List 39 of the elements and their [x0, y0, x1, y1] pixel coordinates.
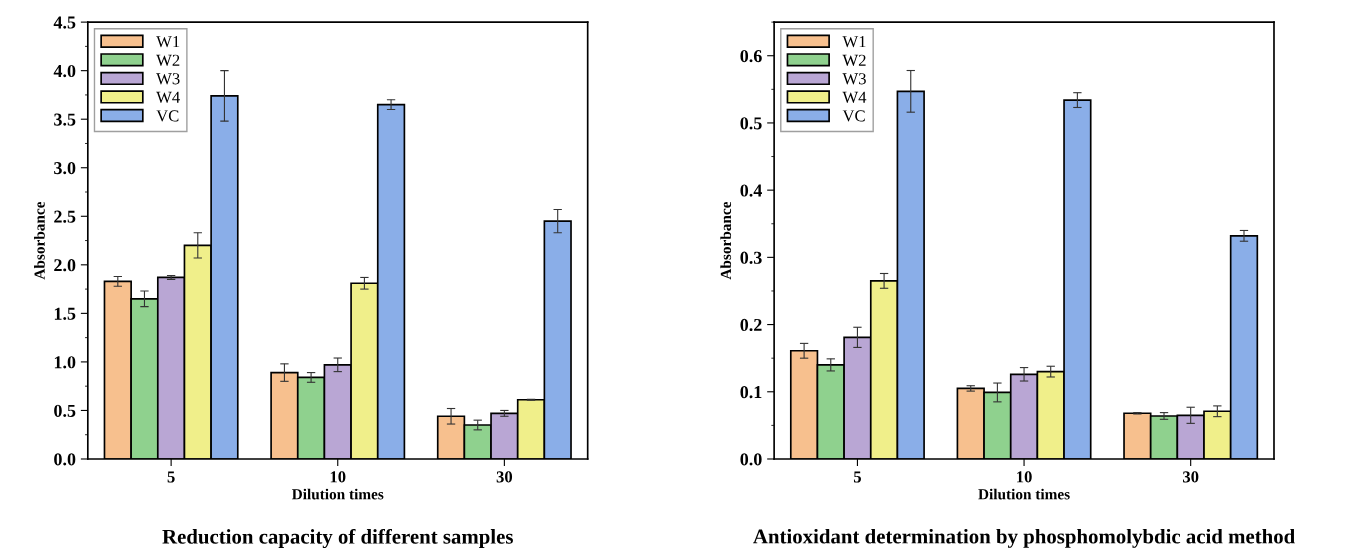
y-tick-label: 4.5 — [53, 16, 76, 29]
x-axis-title: Dilution times — [978, 488, 1070, 500]
text: Reduction capacity of different samples — [162, 528, 513, 549]
y-tick-label: 0.3 — [740, 251, 762, 264]
y-tick-label: 0.4 — [740, 184, 762, 197]
legend-label: W1 — [842, 36, 866, 48]
y-axis-title: Absorbance — [34, 201, 45, 280]
y-tick-label: 2.5 — [54, 210, 76, 223]
legend-label: W3 — [156, 73, 180, 85]
legend-label: VC — [842, 110, 865, 122]
legend-label: VC — [156, 110, 179, 122]
y-tick-label: 2.0 — [54, 259, 76, 272]
x-tick-label: 10 — [1017, 471, 1032, 483]
y-tick-label: 0.1 — [740, 386, 762, 399]
y-tick-label: 3.0 — [54, 162, 76, 175]
y-tick-label: 0.5 — [54, 404, 76, 417]
x-axis-title: Dilution times — [291, 488, 384, 500]
legend-label: W1 — [156, 36, 180, 48]
y-axis-title: Absorbance — [720, 201, 732, 280]
text: Antioxidant determination by phosphomolybdic acid method — [753, 528, 1295, 548]
y-tick-label: 1.0 — [54, 356, 76, 369]
legend-label: W3 — [842, 73, 866, 85]
legend-label: W4 — [156, 91, 180, 104]
legend-label: W2 — [842, 54, 866, 66]
x-tick-label: 30 — [496, 471, 513, 483]
x-tick-label: 10 — [330, 471, 346, 483]
y-tick-label: 1.5 — [54, 307, 76, 320]
y-tick-label: 0.0 — [54, 453, 76, 466]
y-tick-label: 0.2 — [740, 318, 762, 332]
y-tick-label: 3.5 — [54, 113, 76, 126]
x-tick-label: 30 — [1182, 471, 1199, 483]
legend-label: W2 — [156, 54, 180, 66]
y-tick-label: 0.0 — [740, 453, 762, 466]
legend-label: W4 — [842, 91, 867, 104]
y-tick-label: 4.0 — [53, 64, 76, 78]
y-tick-label: 0.5 — [740, 117, 762, 130]
y-tick-label: 0.6 — [740, 49, 762, 63]
x-tick-label: 5 — [167, 471, 175, 483]
x-tick-label: 5 — [853, 471, 861, 483]
